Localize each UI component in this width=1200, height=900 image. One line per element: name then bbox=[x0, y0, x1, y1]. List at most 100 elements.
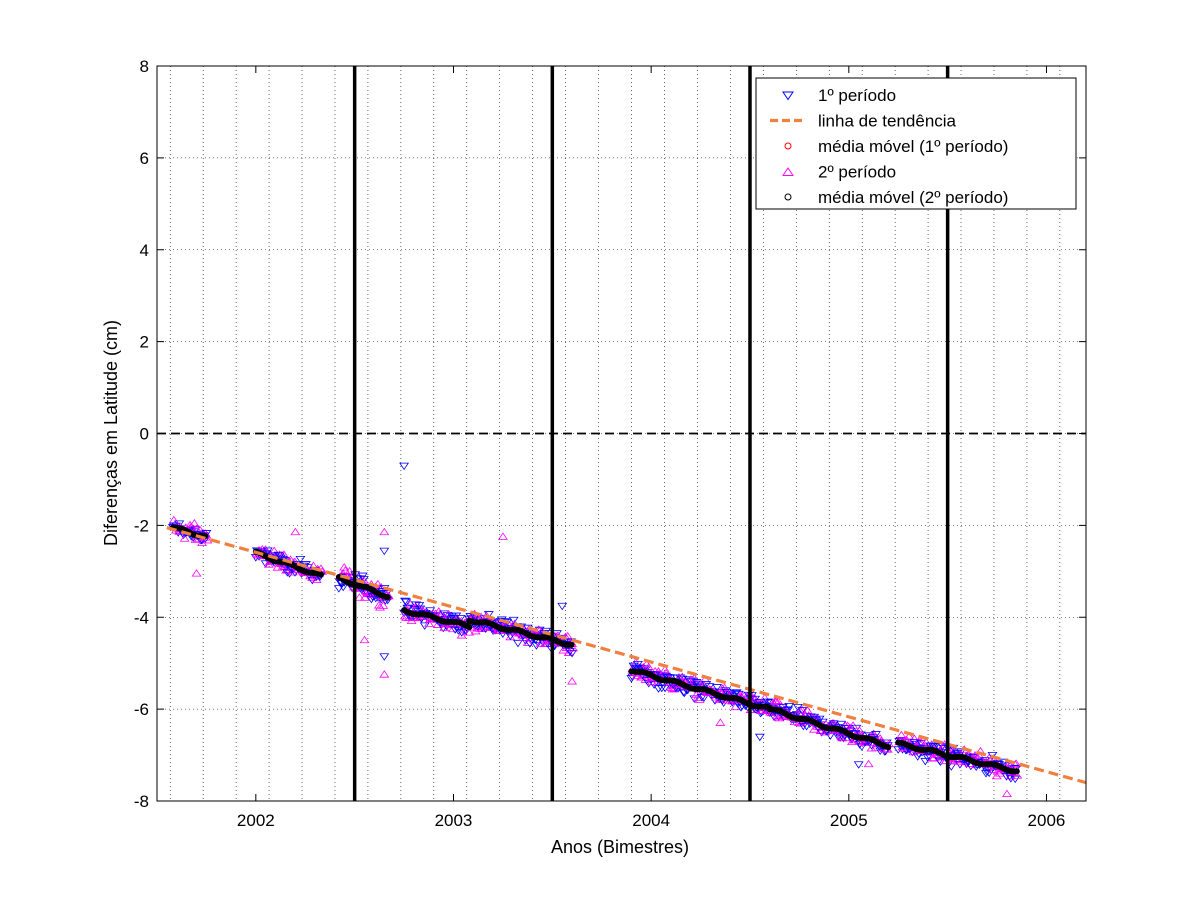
periodo2-point bbox=[375, 603, 385, 611]
periodo2-point bbox=[179, 534, 190, 542]
periodo2-point bbox=[1010, 760, 1021, 768]
periodo2-point bbox=[694, 695, 705, 703]
periodo2-point bbox=[797, 705, 808, 714]
media2-point bbox=[1013, 768, 1020, 775]
periodo2-point bbox=[439, 623, 450, 631]
periodo1-point bbox=[1010, 775, 1021, 784]
periodo1-point bbox=[801, 723, 812, 731]
periodo1-point bbox=[282, 569, 293, 577]
periodo1-point bbox=[632, 660, 643, 669]
trend-line-path bbox=[166, 526, 1087, 785]
periodo2-point bbox=[819, 728, 830, 736]
media2-point bbox=[384, 594, 391, 601]
periodo2-outlier bbox=[567, 677, 578, 685]
periodo1-point bbox=[367, 593, 378, 601]
periodo2-point bbox=[464, 628, 475, 636]
legend-marker-media bbox=[784, 142, 792, 150]
periodo2-outlier bbox=[379, 527, 390, 536]
periodo2-point bbox=[915, 737, 926, 746]
legend-label: média móvel (1º período) bbox=[818, 137, 1008, 156]
periodo2-point bbox=[904, 732, 914, 740]
periodo2-point bbox=[189, 519, 200, 527]
periodo2-point bbox=[522, 638, 533, 646]
periodo1-point bbox=[513, 639, 523, 648]
periodo2-point bbox=[563, 648, 574, 656]
periodo1-point bbox=[508, 616, 519, 625]
periodo2-point bbox=[643, 662, 654, 671]
periodo2-point bbox=[260, 545, 271, 553]
periodo2-point bbox=[424, 619, 434, 627]
periodo1-point bbox=[653, 685, 664, 693]
periodo1-point bbox=[922, 754, 933, 762]
periodo2-point bbox=[1012, 771, 1023, 779]
periodo1-point bbox=[660, 684, 670, 693]
periodo1-point bbox=[783, 706, 794, 714]
periodo2-point bbox=[354, 593, 365, 601]
periodo1-point bbox=[483, 611, 494, 619]
legend-label: linha de tendência bbox=[818, 112, 957, 131]
y-tick-label: -8 bbox=[134, 792, 149, 811]
legend-box bbox=[755, 77, 1077, 210]
periodo1-point bbox=[701, 681, 712, 689]
x-tick-label: 2004 bbox=[632, 811, 670, 830]
periodo2-outlier bbox=[497, 532, 508, 540]
y-tick-label: -4 bbox=[134, 608, 149, 627]
periodo1-point bbox=[564, 648, 575, 656]
x-tick-label: 2005 bbox=[830, 811, 868, 830]
periodo2-point bbox=[197, 538, 207, 546]
periodo2-point bbox=[479, 622, 490, 630]
moving-average-points bbox=[169, 524, 1020, 775]
periodo2-point bbox=[263, 560, 274, 568]
periodo1-point bbox=[401, 598, 412, 607]
periodo1-point bbox=[920, 757, 931, 766]
periodo2-point bbox=[659, 665, 670, 673]
periodo2-point bbox=[970, 750, 980, 759]
periodo1-outlier bbox=[853, 761, 864, 769]
periodo2-point bbox=[995, 769, 1005, 777]
periodo1-point bbox=[730, 690, 741, 698]
y-tick-label: -6 bbox=[134, 700, 149, 719]
y-tick-label: 6 bbox=[140, 149, 149, 168]
periodo1-point bbox=[938, 745, 949, 753]
periodo2-point bbox=[269, 546, 280, 555]
periodo2-outlier bbox=[290, 527, 301, 536]
periodo1-point bbox=[455, 614, 466, 623]
periodo2-point bbox=[202, 535, 213, 544]
x-tick-label: 2003 bbox=[435, 811, 473, 830]
periodo1-point bbox=[262, 547, 273, 555]
x-tick-label: 2006 bbox=[1028, 811, 1066, 830]
periodo2-point bbox=[774, 713, 785, 722]
periodo1-point bbox=[358, 576, 369, 584]
y-tick-label: 8 bbox=[140, 57, 149, 76]
periodo2-point bbox=[339, 563, 350, 571]
periodo1-point bbox=[673, 685, 683, 693]
periodo2-point bbox=[938, 742, 949, 751]
periodo2-point bbox=[854, 726, 865, 734]
periodo1-point bbox=[567, 649, 578, 658]
legend-label: 2º período bbox=[818, 163, 896, 182]
periodo1-point bbox=[704, 683, 715, 691]
media2-point bbox=[466, 624, 473, 631]
periodo2-point bbox=[311, 575, 322, 584]
periodo1-point bbox=[797, 707, 808, 715]
periodo1-point bbox=[677, 675, 688, 684]
periodo2-point bbox=[376, 583, 387, 591]
legend-marker-media bbox=[784, 193, 792, 201]
periodo1-point bbox=[870, 731, 881, 739]
axis-ticks: 2002 2003 2004 2005 2006 -8 -6 -4 -2 0 2 4 6 8 bbox=[134, 57, 1086, 830]
legend-marker-periodo2 bbox=[782, 167, 794, 176]
periodo2-outlier bbox=[1001, 789, 1012, 798]
periodo2-outlier bbox=[715, 718, 726, 726]
periodo1-point bbox=[295, 555, 306, 564]
periodo2-point bbox=[443, 609, 454, 618]
periodo1-outlier bbox=[557, 602, 568, 611]
periodo1-outlier bbox=[754, 733, 765, 742]
periodo1-point bbox=[333, 585, 344, 593]
periodo1-point bbox=[531, 642, 542, 650]
periodo2-point bbox=[359, 593, 370, 601]
legend-label: 1º período bbox=[818, 86, 896, 105]
periodo1-point bbox=[366, 595, 377, 604]
periodo2-point bbox=[669, 684, 680, 692]
periodo1-point bbox=[777, 703, 788, 712]
